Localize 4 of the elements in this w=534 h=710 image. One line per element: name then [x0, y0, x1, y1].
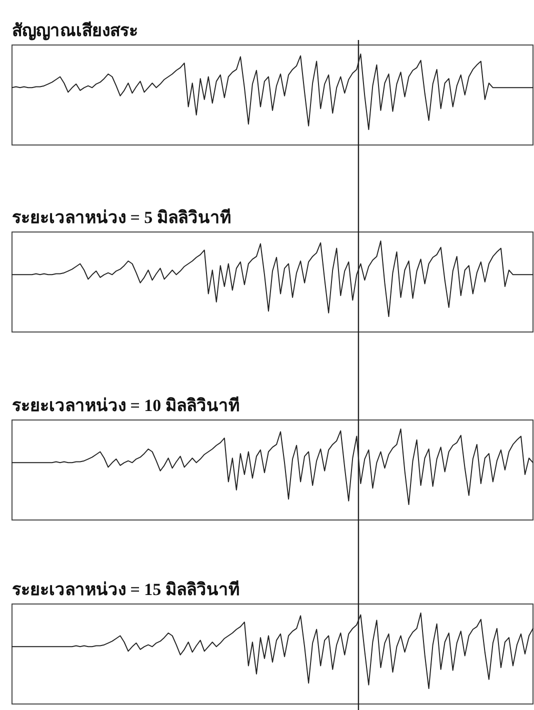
chart-title: ระยะเวลาหน่วง = 15 มิลลิวินาที — [12, 579, 240, 599]
chart-title: สัญญาณเสียงสระ — [12, 20, 138, 41]
chart-title: ระยะเวลาหน่วง = 10 มิลลิวินาที — [12, 395, 240, 415]
chart-title: ระยะเวลาหน่วง = 5 มิลลิวินาที — [12, 207, 231, 227]
